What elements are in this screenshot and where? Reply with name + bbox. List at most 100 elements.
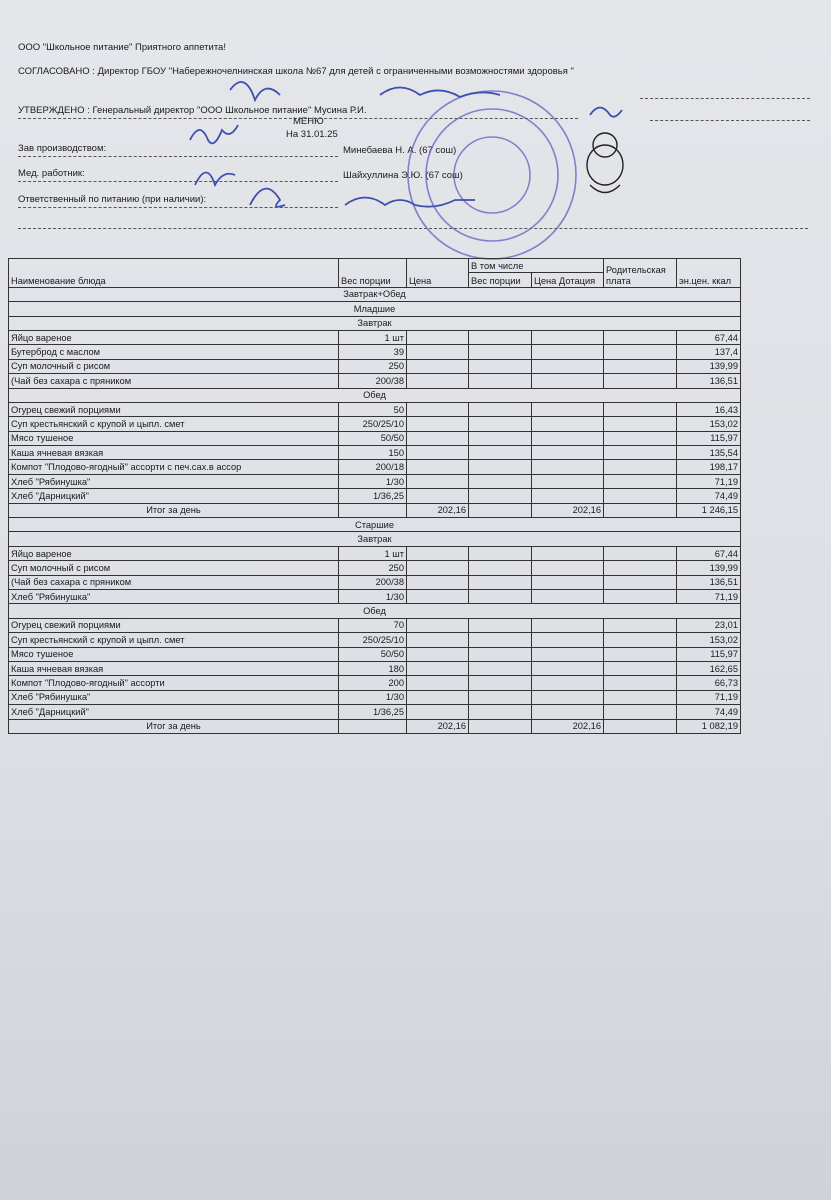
cell: [603, 445, 677, 461]
table-row: Компот "Плодово-ягодный" ассорти 200 66,73: [8, 675, 741, 691]
kcal: 139,99: [676, 560, 741, 576]
cell: [531, 430, 604, 447]
cell: [406, 545, 469, 562]
dish-name: Хлеб "Рябинушка": [8, 588, 339, 605]
kcal: 23,01: [676, 617, 741, 634]
weight: 250: [338, 560, 407, 576]
cell: [531, 574, 604, 590]
table-row: Завтрак+Обед: [8, 286, 741, 303]
column-header: В том числе: [468, 257, 604, 274]
line: [18, 207, 338, 208]
cell: [468, 445, 532, 461]
table-row: Суп молочный с рисом 250 139,99: [8, 560, 741, 576]
dish-name: Каша ячневая вязкая: [8, 445, 339, 461]
cell: [603, 718, 677, 734]
dish-name: (Чай без сахара с пряником: [8, 574, 339, 590]
cell: [468, 704, 532, 720]
dish-name: Хлеб "Дарницкий": [8, 704, 339, 720]
cell: [406, 646, 469, 662]
weight: 1/30: [338, 473, 407, 490]
dish-name: Суп молочный с рисом: [8, 560, 339, 576]
signer: Минебаева Н. А. (67 сош): [343, 145, 457, 156]
weight: 50/50: [338, 646, 407, 662]
weight: 1/36,25: [338, 704, 407, 720]
cell: [531, 488, 604, 504]
dish-name: Хлеб "Рябинушка": [8, 689, 339, 706]
table-row: Огурец свежий порциями 70 23,01: [8, 617, 741, 634]
table-row: Яйцо вареное 1 шт 67,44: [8, 329, 741, 346]
price: 202,16: [406, 502, 469, 519]
role: Мед. работник:: [18, 168, 85, 179]
cell: [531, 704, 604, 720]
table-row: Обед: [8, 603, 741, 619]
cell: [468, 488, 532, 504]
dotation: 202,16: [531, 502, 604, 519]
section-title: Обед: [8, 603, 741, 619]
cell: [468, 358, 532, 375]
weight: 200/38: [338, 574, 407, 590]
table-row: Хлеб "Дарницкий" 1/36,25 74,49: [8, 704, 741, 720]
cell: [406, 416, 469, 432]
weight: 70: [338, 617, 407, 634]
column-header: Цена: [406, 258, 469, 288]
cell: [406, 704, 469, 720]
table-row: Хлеб "Рябинушка" 1/30 71,19: [8, 588, 741, 605]
line: [18, 118, 578, 119]
cell: [406, 660, 469, 677]
cell: [531, 445, 604, 461]
line: [650, 120, 810, 121]
dish-name: Бутерброд с маслом: [8, 344, 339, 360]
cell: [406, 588, 469, 605]
cell: [468, 660, 532, 677]
cell: [603, 660, 677, 677]
line: [640, 98, 810, 99]
kcal: 162,65: [676, 660, 741, 677]
kcal: 67,44: [676, 545, 741, 562]
cell: [531, 416, 604, 432]
cell: [406, 488, 469, 504]
menu-table: Наименование блюда Вес порции Цена В том…: [8, 257, 741, 734]
role: Ответственный по питанию (при наличии):: [18, 194, 207, 205]
weight: 1 шт: [338, 329, 407, 346]
table-row: Суп крестьянский с крупой и цыпл. смет 25…: [8, 632, 741, 648]
cell: [338, 502, 407, 519]
dotation: 202,16: [531, 718, 604, 734]
cell: [468, 689, 532, 706]
cell: [406, 574, 469, 590]
cell: [531, 459, 604, 475]
kcal: 16,43: [676, 401, 741, 418]
cell: [531, 560, 604, 576]
cell: [531, 329, 604, 346]
cell: [406, 675, 469, 691]
weight: 250: [338, 358, 407, 375]
kcal: 66,73: [676, 675, 741, 691]
column-header: Наименование блюда: [8, 258, 339, 288]
cell: [603, 574, 677, 590]
dish-name: Каша ячневая вязкая: [8, 660, 339, 677]
cell: [603, 704, 677, 720]
cell: [406, 401, 469, 418]
table-row: Яйцо вареное 1 шт 67,44: [8, 545, 741, 562]
table-row: Мясо тушеное 50/50 115,97: [8, 646, 741, 662]
total-label: Итог за день: [8, 718, 339, 734]
cell: [468, 473, 532, 490]
line: [18, 228, 808, 229]
cell: [406, 560, 469, 576]
line: [18, 181, 338, 182]
kcal: 71,19: [676, 473, 741, 490]
table-row: Суп крестьянский с крупой и цыпл. смет 25…: [8, 416, 741, 432]
cell: [406, 632, 469, 648]
cell: [406, 344, 469, 360]
price: 202,16: [406, 718, 469, 734]
dish-name: Огурец свежий порциями: [8, 617, 339, 634]
cell: [468, 373, 532, 389]
column-header: Вес порции: [468, 272, 532, 288]
kcal: 67,44: [676, 329, 741, 346]
kcal: 136,51: [676, 373, 741, 389]
dish-name: Суп молочный с рисом: [8, 358, 339, 375]
cell: [468, 459, 532, 475]
cell: [468, 632, 532, 648]
cell: [531, 617, 604, 634]
table-row: Бутерброд с маслом 39 137,4: [8, 344, 741, 360]
